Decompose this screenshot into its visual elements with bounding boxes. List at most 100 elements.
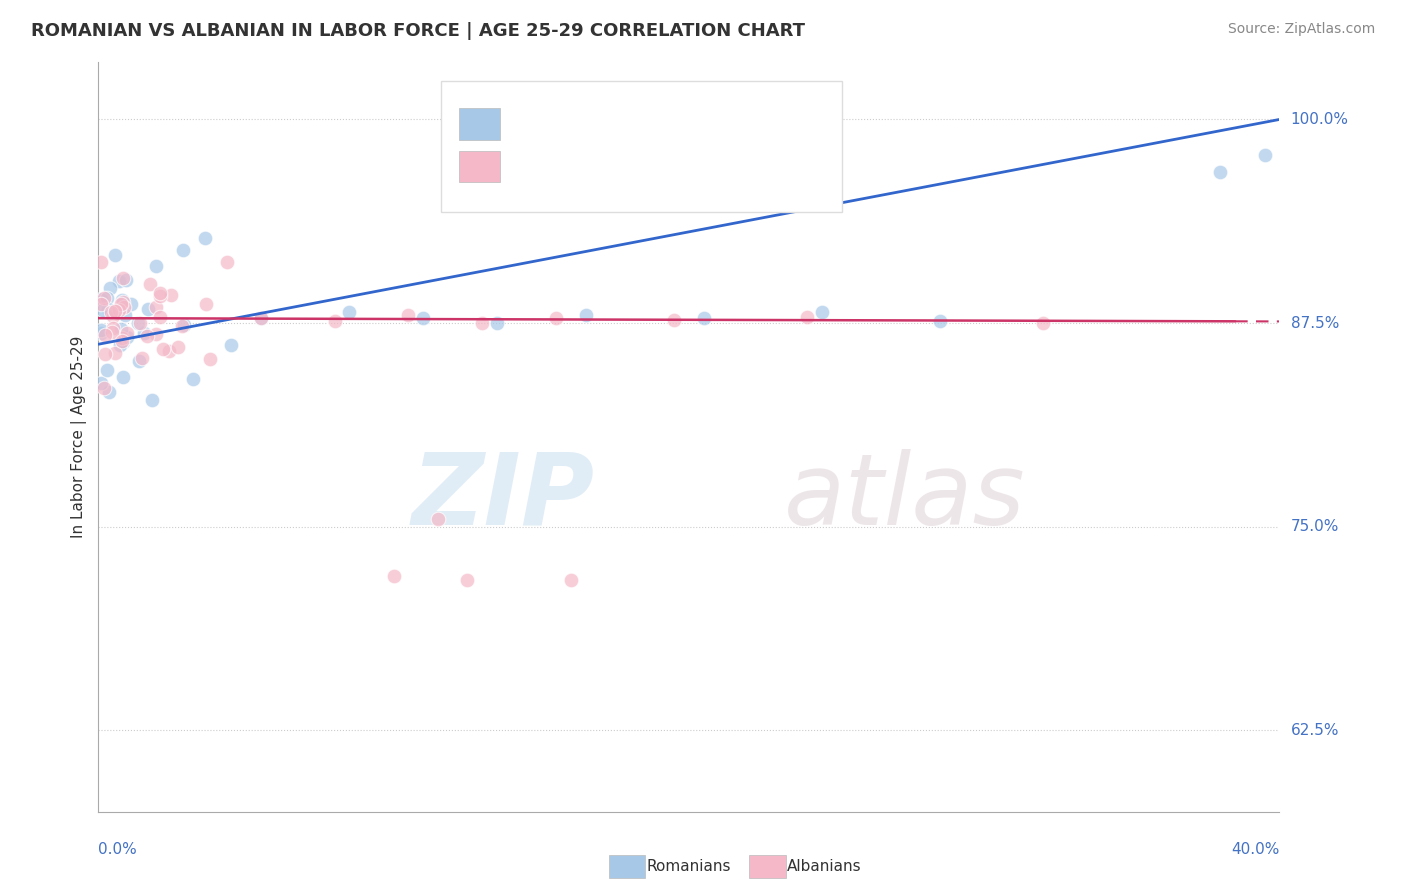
- Point: [427, 511, 450, 525]
- Point: [157, 343, 180, 358]
- Text: atlas: atlas: [783, 449, 1025, 546]
- FancyBboxPatch shape: [458, 151, 501, 182]
- Point: [167, 340, 190, 354]
- Point: [250, 311, 273, 326]
- Point: [929, 314, 952, 328]
- Text: 62.5%: 62.5%: [1291, 723, 1339, 738]
- Text: Source: ZipAtlas.com: Source: ZipAtlas.com: [1227, 22, 1375, 37]
- Point: [172, 318, 194, 333]
- Point: [145, 300, 167, 314]
- Point: [110, 322, 132, 336]
- Point: [103, 345, 125, 359]
- Point: [382, 568, 405, 582]
- Point: [136, 302, 159, 317]
- Point: [115, 326, 138, 341]
- Point: [148, 310, 170, 325]
- Point: [108, 338, 131, 352]
- Point: [796, 310, 818, 324]
- Point: [1209, 164, 1232, 178]
- Point: [104, 304, 127, 318]
- Point: [131, 351, 153, 366]
- Point: [111, 334, 134, 348]
- Point: [96, 362, 118, 376]
- Text: 75.0%: 75.0%: [1291, 519, 1339, 534]
- Point: [93, 291, 115, 305]
- Point: [93, 302, 115, 317]
- Point: [111, 294, 134, 309]
- Point: [172, 243, 194, 257]
- Point: [1254, 148, 1277, 162]
- Point: [90, 255, 112, 269]
- Point: [128, 317, 150, 331]
- Point: [398, 308, 420, 322]
- Point: [90, 323, 112, 337]
- Text: Romanians: Romanians: [647, 859, 731, 873]
- Point: [97, 301, 120, 316]
- Text: 100.0%: 100.0%: [1291, 112, 1348, 127]
- Point: [457, 574, 479, 588]
- Point: [93, 327, 115, 342]
- Point: [145, 259, 167, 273]
- Text: 87.5%: 87.5%: [1291, 316, 1339, 331]
- Point: [194, 297, 217, 311]
- Point: [90, 297, 112, 311]
- Point: [100, 304, 122, 318]
- Point: [412, 311, 434, 326]
- Text: R =  0.308    N = 42: R = 0.308 N = 42: [512, 115, 688, 133]
- Point: [98, 385, 121, 400]
- Point: [339, 304, 361, 318]
- Point: [546, 311, 568, 326]
- Point: [575, 308, 598, 322]
- Point: [127, 316, 149, 330]
- Point: [96, 291, 118, 305]
- Point: [194, 230, 217, 244]
- Point: [112, 300, 135, 314]
- Point: [471, 316, 494, 330]
- Point: [115, 330, 138, 344]
- Point: [100, 281, 122, 295]
- Y-axis label: In Labor Force | Age 25-29: In Labor Force | Age 25-29: [72, 336, 87, 538]
- Point: [114, 308, 136, 322]
- Point: [148, 285, 170, 300]
- Point: [93, 381, 115, 395]
- Point: [135, 329, 157, 343]
- Point: [112, 370, 135, 384]
- Point: [94, 347, 117, 361]
- Point: [173, 318, 195, 332]
- Point: [323, 314, 346, 328]
- Point: [149, 289, 172, 303]
- Point: [90, 326, 112, 340]
- Point: [111, 331, 134, 345]
- Point: [101, 310, 124, 324]
- Text: R = -0.002   N = 50: R = -0.002 N = 50: [512, 158, 683, 176]
- Point: [560, 574, 582, 588]
- Point: [120, 297, 142, 311]
- Point: [90, 376, 112, 390]
- Point: [90, 292, 112, 306]
- Point: [139, 277, 162, 292]
- Point: [181, 372, 204, 386]
- Point: [1032, 316, 1054, 330]
- Point: [215, 255, 238, 269]
- Point: [103, 321, 125, 335]
- Point: [101, 325, 124, 339]
- Point: [221, 338, 243, 352]
- Text: 0.0%: 0.0%: [98, 842, 138, 857]
- Point: [160, 288, 183, 302]
- Point: [111, 293, 134, 308]
- Point: [145, 326, 167, 341]
- Point: [114, 273, 136, 287]
- Point: [141, 393, 163, 408]
- Point: [486, 316, 509, 330]
- Point: [108, 303, 131, 318]
- Text: ZIP: ZIP: [412, 449, 595, 546]
- Point: [104, 248, 127, 262]
- Point: [152, 343, 174, 357]
- Text: ROMANIAN VS ALBANIAN IN LABOR FORCE | AGE 25-29 CORRELATION CHART: ROMANIAN VS ALBANIAN IN LABOR FORCE | AG…: [31, 22, 804, 40]
- Text: Albanians: Albanians: [787, 859, 862, 873]
- Point: [250, 311, 273, 326]
- Point: [110, 297, 132, 311]
- FancyBboxPatch shape: [441, 81, 842, 212]
- Point: [112, 271, 135, 285]
- Point: [128, 354, 150, 368]
